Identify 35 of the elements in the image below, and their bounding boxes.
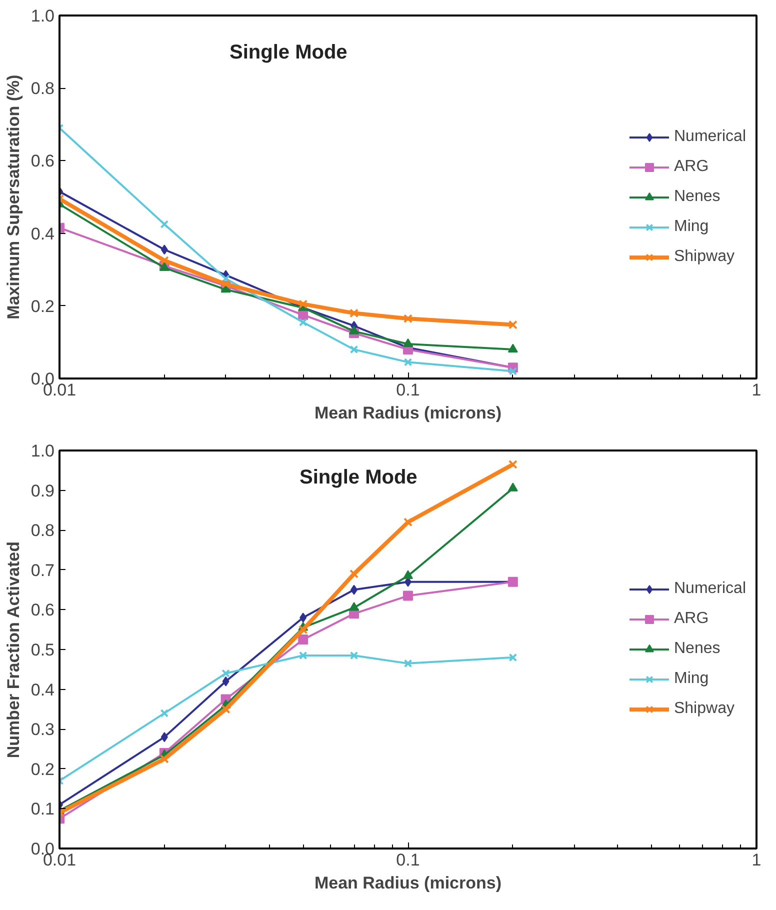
- x-axis-title: Mean Radius (microns): [314, 404, 502, 422]
- legend-label: Nenes: [674, 188, 720, 206]
- y-tick-label: 0.2: [30, 296, 55, 316]
- y-tick-label: 0.4: [30, 224, 55, 244]
- y-tick-label: 0.8: [30, 521, 55, 540]
- y-tick-label: 0.6: [30, 600, 55, 620]
- legend-label: Ming: [674, 218, 709, 236]
- legend-label: Numerical: [674, 580, 746, 598]
- legend-label: ARG: [674, 158, 709, 176]
- y-tick-label: 0.1: [30, 800, 55, 819]
- y-tick-label: 0.8: [30, 79, 55, 98]
- y-tick-label: 1.0: [30, 442, 55, 460]
- annotation: Single Mode: [230, 42, 348, 64]
- y-tick-label: 0.6: [30, 152, 55, 171]
- legend-label: Nenes: [674, 640, 720, 658]
- annotation: Single Mode: [300, 466, 418, 488]
- y-tick-label: 0.4: [30, 680, 55, 700]
- y-tick-label: 0.9: [30, 481, 55, 500]
- legend-label: Shipway: [674, 700, 734, 718]
- legend-label: Numerical: [674, 128, 746, 146]
- legend-label: ARG: [674, 610, 709, 628]
- x-tick-label: 1: [752, 850, 762, 870]
- x-tick-label: 0.1: [396, 850, 420, 870]
- x-tick-label: 0.1: [396, 380, 420, 400]
- x-tick-label: 1: [752, 380, 762, 400]
- y-axis-title: Number Fraction Activated: [4, 541, 23, 758]
- x-axis-title: Mean Radius (microns): [314, 874, 502, 892]
- y-tick-label: 0.7: [30, 560, 55, 580]
- legend-label: Ming: [674, 670, 709, 688]
- legend-label: Shipway: [674, 248, 734, 266]
- y-axis-title: Maximum Supersaturation (%): [4, 74, 23, 320]
- y-tick-label: 0.2: [30, 760, 55, 779]
- y-tick-label: 0.3: [30, 720, 55, 740]
- y-tick-label: 0.5: [30, 640, 55, 660]
- y-tick-label: 1.0: [30, 6, 55, 26]
